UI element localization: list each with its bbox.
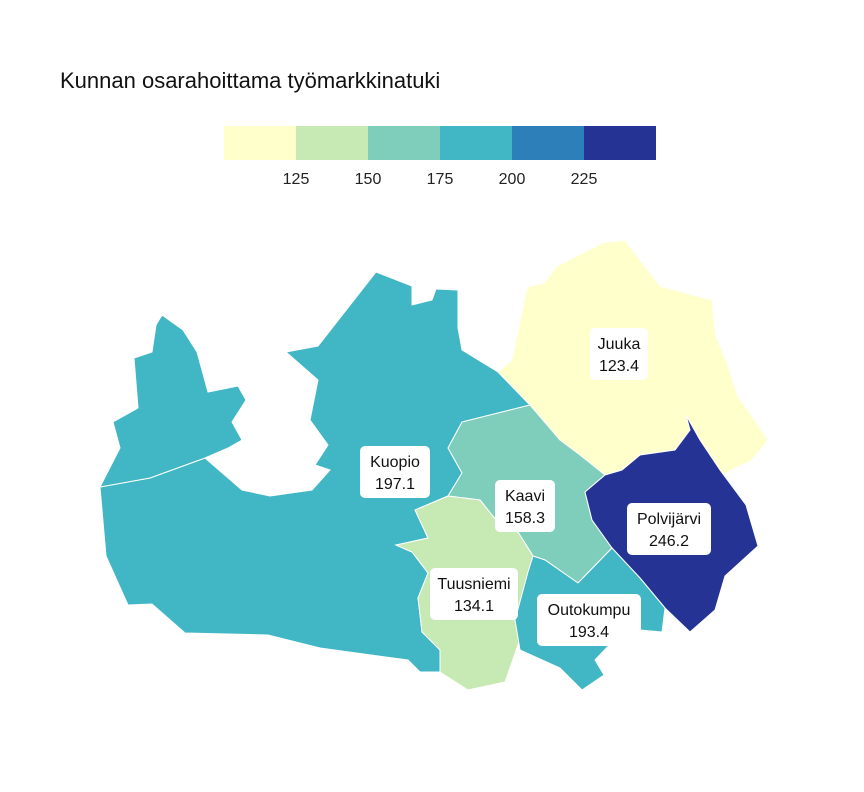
label-value-juuka: 123.4 bbox=[599, 358, 639, 375]
label-juuka: Juuka 123.4 bbox=[590, 328, 648, 380]
legend-swatch-0 bbox=[224, 126, 296, 160]
legend-tick-3: 200 bbox=[499, 171, 526, 188]
legend-tick-1: 150 bbox=[355, 171, 382, 188]
label-name-outokumpu: Outokumpu bbox=[548, 602, 631, 619]
label-value-kaavi: 158.3 bbox=[505, 510, 545, 527]
legend-tick-4: 225 bbox=[571, 171, 598, 188]
region-kuopio-west[interactable] bbox=[99, 314, 247, 488]
legend: 125 150 175 200 225 bbox=[224, 126, 656, 188]
label-name-polvijarvi: Polvijärvi bbox=[637, 511, 701, 528]
label-value-outokumpu: 193.4 bbox=[569, 624, 609, 641]
label-name-juuka: Juuka bbox=[598, 336, 641, 353]
label-value-polvijarvi: 246.2 bbox=[649, 533, 689, 550]
label-tuusniemi: Tuusniemi 134.1 bbox=[430, 568, 518, 620]
legend-tick-0: 125 bbox=[283, 171, 310, 188]
label-name-tuusniemi: Tuusniemi bbox=[437, 576, 510, 593]
label-kaavi: Kaavi 158.3 bbox=[495, 480, 555, 532]
legend-swatch-2 bbox=[368, 126, 440, 160]
label-polvijarvi: Polvijärvi 246.2 bbox=[627, 503, 711, 555]
label-value-kuopio: 197.1 bbox=[375, 476, 415, 493]
label-kuopio: Kuopio 197.1 bbox=[360, 446, 430, 498]
label-name-kuopio: Kuopio bbox=[370, 454, 420, 471]
label-box-kaavi bbox=[495, 480, 555, 532]
label-value-tuusniemi: 134.1 bbox=[454, 598, 494, 615]
legend-swatch-4 bbox=[512, 126, 584, 160]
label-box-polvijarvi bbox=[627, 503, 711, 555]
label-box-kuopio bbox=[360, 446, 430, 498]
label-outokumpu: Outokumpu 193.4 bbox=[537, 594, 641, 646]
legend-tick-2: 175 bbox=[427, 171, 454, 188]
page-title: Kunnan osarahoittama työmarkkinatuki bbox=[60, 68, 441, 93]
legend-swatch-5 bbox=[584, 126, 656, 160]
label-box-tuusniemi bbox=[430, 568, 518, 620]
label-name-kaavi: Kaavi bbox=[505, 488, 545, 505]
legend-swatch-1 bbox=[296, 126, 368, 160]
label-box-outokumpu bbox=[537, 594, 641, 646]
legend-swatch-3 bbox=[440, 126, 512, 160]
label-box-juuka bbox=[590, 328, 648, 380]
